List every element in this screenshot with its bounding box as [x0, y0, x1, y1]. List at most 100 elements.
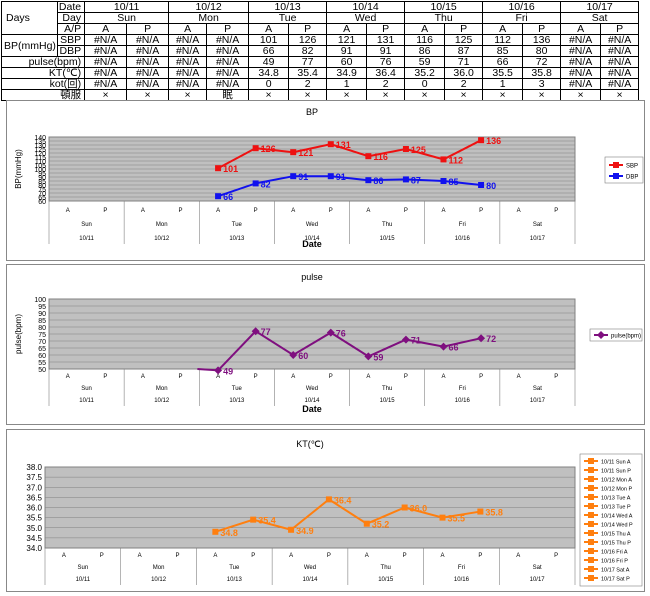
- x-ap-label: P: [251, 553, 255, 559]
- y-tick-label: 80: [38, 325, 46, 332]
- sleep-cell: ×: [404, 89, 446, 101]
- legend-label: 10/17 Sat A: [601, 568, 630, 574]
- data-point: [440, 156, 447, 163]
- data-point: [215, 193, 222, 200]
- sbp-cell: #N/A: [84, 34, 128, 46]
- series-line: [217, 175, 482, 198]
- data-label: 125: [411, 145, 426, 155]
- data-point: [401, 335, 410, 344]
- y-tick-label: 95: [38, 171, 46, 178]
- x-day-label: Sat: [533, 222, 542, 228]
- kt-cell: 35.5: [482, 67, 524, 79]
- pulse-cell: 71: [444, 56, 484, 68]
- ap-cell: A: [248, 23, 290, 35]
- legend-label: 10/12 Mon P: [601, 487, 633, 493]
- data-point: [402, 176, 409, 183]
- legend-label: 10/15 Thu A: [601, 532, 631, 538]
- y-tick-label: 120: [34, 151, 46, 158]
- x-axis-label: Date: [302, 404, 322, 414]
- x-ap-label: A: [289, 553, 293, 559]
- x-day-label: Tue: [232, 386, 243, 392]
- legend-marker: [588, 494, 594, 500]
- legend-box: [604, 156, 644, 184]
- kot-cell: 0: [248, 78, 290, 90]
- y-tick-label: 34.0: [26, 544, 42, 553]
- y-tick-label: 100: [34, 297, 46, 304]
- data-label: 101: [223, 164, 238, 174]
- x-day-label: Sun: [81, 386, 92, 392]
- x-day-label: Mon: [156, 386, 168, 392]
- x-day-label: Sat: [533, 565, 542, 571]
- bp-chart-panel: BP 60 65 70 75 80 85 90 95 100 105 110 115 120 125 130 1…: [6, 100, 645, 261]
- data-label: 60: [298, 351, 308, 361]
- legend-label: 10/16 Fri A: [601, 550, 628, 556]
- kot-cell: 1: [326, 78, 368, 90]
- sleep-cell: ×: [522, 89, 562, 101]
- pulse-cell: #N/A: [168, 56, 208, 68]
- days-header: Days: [1, 1, 58, 35]
- day-cell: Sat: [560, 12, 640, 24]
- x-date-label: 10/15: [378, 577, 394, 583]
- kot-cell: 2: [444, 78, 484, 90]
- day-cell: Thu: [404, 12, 484, 24]
- row-label: pulse(bpm): [0, 56, 86, 68]
- data-point: [290, 149, 297, 156]
- sleep-cell: ×: [126, 89, 170, 101]
- x-ap-label: A: [517, 208, 521, 214]
- kot-cell: 2: [366, 78, 406, 90]
- y-tick-label: 36.5: [26, 493, 42, 502]
- data-point: [364, 352, 373, 361]
- x-ap-label: P: [254, 374, 258, 380]
- kot-cell: 0: [404, 78, 446, 90]
- y-tick-label: 140: [34, 135, 46, 142]
- ap-cell: P: [366, 23, 406, 35]
- sbp-cell: #N/A: [560, 34, 602, 46]
- legend-marker: [588, 530, 594, 536]
- sbp-cell: #N/A: [126, 34, 170, 46]
- day-cell: Sun: [84, 12, 170, 24]
- pulse-cell: 76: [366, 56, 406, 68]
- x-axis-label: Date: [302, 239, 322, 249]
- x-ap-label: P: [100, 553, 104, 559]
- x-ap-label: P: [554, 553, 558, 559]
- date-cell: 10/13: [248, 1, 328, 13]
- x-date-label: 10/15: [380, 236, 396, 242]
- row-label: Date: [56, 1, 86, 13]
- y-tick-label: 125: [34, 147, 46, 154]
- y-tick-label: 35.0: [26, 524, 42, 533]
- pulse-cell: #N/A: [600, 56, 640, 68]
- data-label: 36.4: [334, 495, 352, 505]
- date-cell: 10/14: [326, 1, 406, 13]
- table-row: 頓服 × × × 眠 × × × × × × × × × ×: [0, 89, 640, 101]
- y-tick-label: 80: [38, 183, 46, 190]
- data-label: 35.5: [448, 514, 466, 524]
- sbp-cell: #N/A: [600, 34, 640, 46]
- sbp-cell: 101: [248, 34, 290, 46]
- legend-label: 10/13 Tue P: [601, 505, 631, 511]
- data-label: 136: [486, 136, 501, 146]
- y-tick-label: 70: [38, 191, 46, 198]
- x-ap-label: P: [479, 208, 483, 214]
- y-axis-label: pulse(bpm): [14, 314, 23, 354]
- data-label: 49: [223, 366, 233, 376]
- x-ap-label: A: [366, 208, 370, 214]
- kt-chart-panel: KT(℃) 34.0 34.5 35.0 35.5 36.0 36.5 37.0 37.5 38.…: [6, 429, 645, 592]
- data-point: [327, 141, 334, 148]
- sbp-cell: #N/A: [168, 34, 208, 46]
- ap-cell: P: [444, 23, 484, 35]
- date-cell: 10/15: [404, 1, 484, 13]
- kot-cell: #N/A: [126, 78, 170, 90]
- day-cell: Mon: [168, 12, 250, 24]
- x-ap-label: P: [329, 374, 333, 380]
- data-label: 82: [261, 179, 271, 189]
- dbp-cell: #N/A: [206, 45, 250, 57]
- pulse-chart-panel: pulse 50 55 60 65 70 75 80 85 90 95 100 pulse(bpm) A P…: [6, 264, 645, 425]
- x-day-label: Sun: [81, 222, 92, 228]
- x-day-label: Tue: [232, 222, 243, 228]
- dbp-cell: #N/A: [126, 45, 170, 57]
- data-label: 72: [486, 334, 496, 344]
- legend-marker: [588, 512, 594, 518]
- kt-cell: #N/A: [206, 67, 250, 79]
- y-tick-label: 55: [38, 360, 46, 367]
- chart-title: pulse: [301, 272, 323, 282]
